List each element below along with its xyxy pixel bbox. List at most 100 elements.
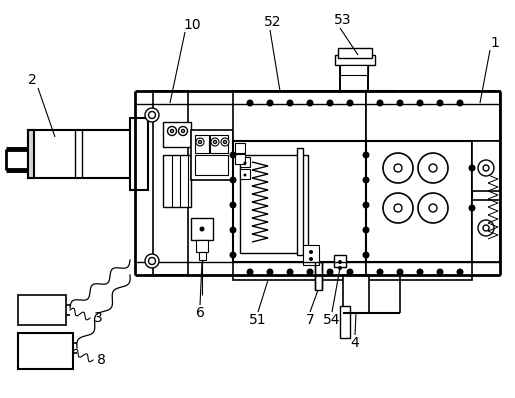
- Circle shape: [338, 260, 342, 264]
- Circle shape: [338, 266, 342, 270]
- Circle shape: [483, 225, 489, 231]
- Bar: [472, 200, 500, 262]
- Circle shape: [309, 257, 313, 261]
- Bar: [340, 306, 350, 338]
- Text: 53: 53: [334, 13, 352, 27]
- Circle shape: [376, 100, 384, 107]
- Circle shape: [478, 160, 494, 176]
- Bar: [18, 333, 73, 369]
- Circle shape: [394, 164, 402, 172]
- Circle shape: [469, 205, 475, 211]
- Circle shape: [167, 127, 177, 135]
- Bar: [163, 155, 191, 207]
- Circle shape: [347, 100, 353, 107]
- Bar: [334, 255, 346, 267]
- Text: 8: 8: [97, 353, 106, 367]
- Circle shape: [478, 220, 494, 236]
- Bar: [366, 141, 472, 262]
- Circle shape: [181, 129, 184, 133]
- Bar: [163, 122, 191, 147]
- Circle shape: [198, 140, 201, 144]
- Bar: [297, 148, 303, 255]
- Bar: [240, 169, 250, 179]
- Circle shape: [417, 100, 423, 107]
- Circle shape: [418, 193, 448, 223]
- Circle shape: [286, 269, 294, 275]
- Circle shape: [417, 269, 423, 275]
- Circle shape: [148, 111, 156, 119]
- Bar: [196, 240, 208, 252]
- Bar: [210, 135, 228, 153]
- Bar: [366, 262, 472, 280]
- Circle shape: [230, 152, 236, 158]
- Bar: [28, 130, 135, 178]
- Bar: [191, 130, 233, 180]
- Bar: [240, 157, 250, 167]
- Bar: [472, 141, 500, 191]
- Circle shape: [397, 269, 403, 275]
- Circle shape: [363, 252, 369, 258]
- Circle shape: [196, 138, 204, 146]
- Text: 4: 4: [351, 336, 359, 350]
- Circle shape: [363, 152, 369, 158]
- Text: 10: 10: [183, 18, 201, 32]
- Circle shape: [221, 138, 229, 146]
- Circle shape: [456, 269, 464, 275]
- Circle shape: [483, 165, 489, 171]
- Circle shape: [383, 193, 413, 223]
- Text: 6: 6: [196, 306, 204, 320]
- Circle shape: [266, 269, 273, 275]
- Circle shape: [469, 164, 475, 172]
- Circle shape: [211, 138, 219, 146]
- Circle shape: [230, 226, 236, 234]
- Bar: [130, 118, 148, 190]
- Circle shape: [394, 204, 402, 212]
- Circle shape: [145, 254, 159, 268]
- Bar: [240, 155, 308, 253]
- Circle shape: [170, 129, 174, 133]
- Circle shape: [327, 269, 334, 275]
- Bar: [233, 141, 366, 262]
- Bar: [18, 295, 66, 325]
- Bar: [233, 262, 366, 280]
- Circle shape: [397, 100, 403, 107]
- Bar: [233, 91, 366, 141]
- Bar: [343, 275, 369, 313]
- Circle shape: [230, 201, 236, 209]
- Circle shape: [145, 108, 159, 122]
- Circle shape: [247, 269, 253, 275]
- Circle shape: [418, 153, 448, 183]
- Circle shape: [383, 153, 413, 183]
- Bar: [366, 91, 500, 141]
- Circle shape: [306, 269, 314, 275]
- Circle shape: [363, 201, 369, 209]
- Circle shape: [437, 100, 443, 107]
- Bar: [235, 143, 245, 153]
- Bar: [340, 55, 368, 91]
- Circle shape: [179, 127, 187, 135]
- Circle shape: [347, 269, 353, 275]
- Bar: [28, 130, 34, 178]
- Bar: [303, 245, 319, 265]
- Circle shape: [429, 164, 437, 172]
- Circle shape: [437, 269, 443, 275]
- Circle shape: [363, 226, 369, 234]
- Text: 54: 54: [323, 313, 341, 327]
- Bar: [235, 154, 245, 164]
- Bar: [191, 218, 213, 240]
- Text: 52: 52: [264, 15, 282, 29]
- Circle shape: [456, 100, 464, 107]
- Circle shape: [244, 162, 247, 164]
- Text: 51: 51: [249, 313, 267, 327]
- Circle shape: [376, 269, 384, 275]
- Bar: [338, 48, 372, 58]
- Circle shape: [286, 100, 294, 107]
- Bar: [199, 252, 206, 260]
- Text: 3: 3: [94, 311, 102, 325]
- Text: 7: 7: [305, 313, 314, 327]
- Circle shape: [224, 140, 227, 144]
- Text: 1: 1: [491, 36, 500, 50]
- Circle shape: [244, 174, 247, 176]
- Circle shape: [266, 100, 273, 107]
- Circle shape: [429, 204, 437, 212]
